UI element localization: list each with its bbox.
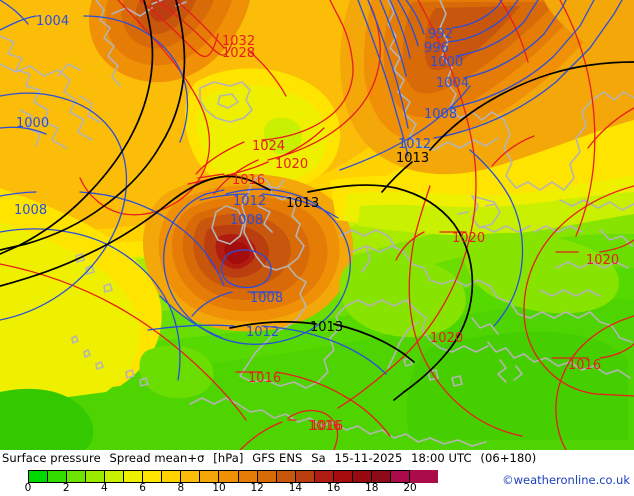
colorbar-swatch-14-15[interactable] bbox=[295, 471, 315, 482]
contour-label-1020-25: 1020 bbox=[430, 331, 463, 346]
contour-label-1016-27: 1016 bbox=[310, 419, 343, 434]
colorbar-tick-18: 18 bbox=[365, 482, 379, 494]
contour-label-1008-11: 1008 bbox=[250, 291, 283, 306]
colorbar-swatch-9-10[interactable] bbox=[200, 471, 220, 482]
colorbar-tick-4: 4 bbox=[101, 482, 108, 494]
contour-label-1012-8: 1012 bbox=[233, 194, 266, 209]
map-caption: Surface pressure Spread mean+σ [hPa] GFS… bbox=[2, 451, 541, 465]
colorbar-tick-2: 2 bbox=[62, 482, 70, 494]
colorbar-tick-8: 8 bbox=[177, 482, 185, 494]
caption-product: Spread mean+σ bbox=[109, 451, 205, 465]
colorbar-swatch-16-17[interactable] bbox=[333, 471, 353, 482]
colorbar-swatch-6-7[interactable] bbox=[143, 471, 163, 482]
contour-label-1013-9: 1013 bbox=[286, 196, 319, 211]
contour-label-1028-4: 1028 bbox=[222, 46, 255, 61]
contour-label-1000-1: 1000 bbox=[16, 116, 49, 131]
contour-label-1032-3: 1032 bbox=[222, 34, 255, 49]
caption-valid-date: 15-11-2025 bbox=[334, 451, 403, 465]
colorbar-swatch-8-9[interactable] bbox=[181, 471, 201, 482]
contour-label-1000-18: 1000 bbox=[430, 55, 463, 70]
caption-parameter: Surface pressure bbox=[2, 451, 101, 465]
colorbar-overflow-swatch bbox=[410, 470, 438, 483]
isobars-blue bbox=[0, 0, 623, 381]
contour-label-1016-7: 1016 bbox=[232, 173, 265, 188]
colorbar-tick-6: 6 bbox=[139, 482, 146, 494]
contour-label-1008-2: 1008 bbox=[14, 203, 47, 218]
contour-label-1013-13: 1013 bbox=[310, 320, 343, 335]
colorbar-tick-20: 20 bbox=[403, 482, 417, 494]
caption-valid-day: Sa bbox=[311, 451, 326, 465]
colorbar-swatch-19-20[interactable] bbox=[390, 471, 409, 482]
isobar-1013-black bbox=[0, 0, 634, 401]
colorbar-swatch-7-8[interactable] bbox=[162, 471, 182, 482]
colorbar-swatch-0-1[interactable] bbox=[29, 471, 49, 482]
colorbar-swatches[interactable] bbox=[28, 470, 410, 483]
colorbar-swatch-5-6[interactable] bbox=[124, 471, 144, 482]
colorbar-swatch-13-14[interactable] bbox=[276, 471, 296, 482]
colorbar-swatch-17-18[interactable] bbox=[352, 471, 372, 482]
contour-label-1013-22: 1013 bbox=[396, 151, 429, 166]
colorbar-legend[interactable]: 0 2 4 6 8 10 12 14 16 18 20 bbox=[25, 470, 438, 494]
contour-label-992-16: 992 bbox=[428, 27, 453, 42]
caption-run-offset: (06+180) bbox=[480, 451, 537, 465]
colorbar-swatch-3-4[interactable] bbox=[86, 471, 106, 482]
colorbar-tick-10: 10 bbox=[212, 482, 226, 494]
contour-label-1012-12: 1012 bbox=[246, 325, 279, 340]
contour-label-1008-20: 1008 bbox=[424, 107, 457, 122]
contour-label-1020-24: 1020 bbox=[586, 253, 619, 268]
caption-valid-time: 18:00 UTC bbox=[411, 451, 472, 465]
colorbar-swatch-10-11[interactable] bbox=[219, 471, 239, 482]
contour-label-1020-23: 1020 bbox=[452, 231, 485, 246]
colorbar-tick-16: 16 bbox=[326, 482, 341, 494]
contour-label-1012-21: 1012 bbox=[398, 137, 431, 152]
colorbar-swatch-2-3[interactable] bbox=[67, 471, 87, 482]
colorbar-tick-14: 14 bbox=[288, 482, 303, 494]
colorbar-tick-0: 0 bbox=[24, 482, 32, 494]
caption-unit: [hPa] bbox=[213, 451, 244, 465]
contour-label-1008-10: 1008 bbox=[230, 213, 263, 228]
map-panel[interactable]: 1004 1000 1008 1032 1028 1024 1020 1016 1012 1013… bbox=[0, 0, 634, 450]
colorbar-swatch-12-13[interactable] bbox=[257, 471, 277, 482]
contour-label-1016-15: 1016 bbox=[308, 419, 341, 434]
contour-label-1016-14: 1016 bbox=[248, 371, 281, 386]
colorbar-swatch-18-19[interactable] bbox=[371, 471, 391, 482]
copyright-notice: ©weatheronline.co.uk bbox=[502, 473, 630, 487]
caption-model: GFS ENS bbox=[252, 451, 303, 465]
colorbar-swatch-11-12[interactable] bbox=[238, 471, 258, 482]
contour-label-1004-19: 1004 bbox=[436, 76, 469, 91]
contour-label-1024-5: 1024 bbox=[252, 139, 285, 154]
contour-label-1020-6: 1020 bbox=[275, 157, 308, 172]
contour-label-996-17: 996 bbox=[424, 41, 449, 56]
footer: Surface pressure Spread mean+σ [hPa] GFS… bbox=[0, 450, 634, 494]
colorbar-swatch-1-2[interactable] bbox=[48, 471, 68, 482]
colorbar-tick-12: 12 bbox=[250, 482, 264, 494]
colorbar-swatch-15-16[interactable] bbox=[314, 471, 334, 482]
colorbar-tick-labels: 0 2 4 6 8 10 12 14 16 18 20 bbox=[24, 482, 417, 496]
contour-label-1004-0: 1004 bbox=[36, 14, 69, 29]
colorbar-swatch-4-5[interactable] bbox=[105, 471, 125, 482]
contour-label-1016-26: 1016 bbox=[568, 358, 601, 373]
